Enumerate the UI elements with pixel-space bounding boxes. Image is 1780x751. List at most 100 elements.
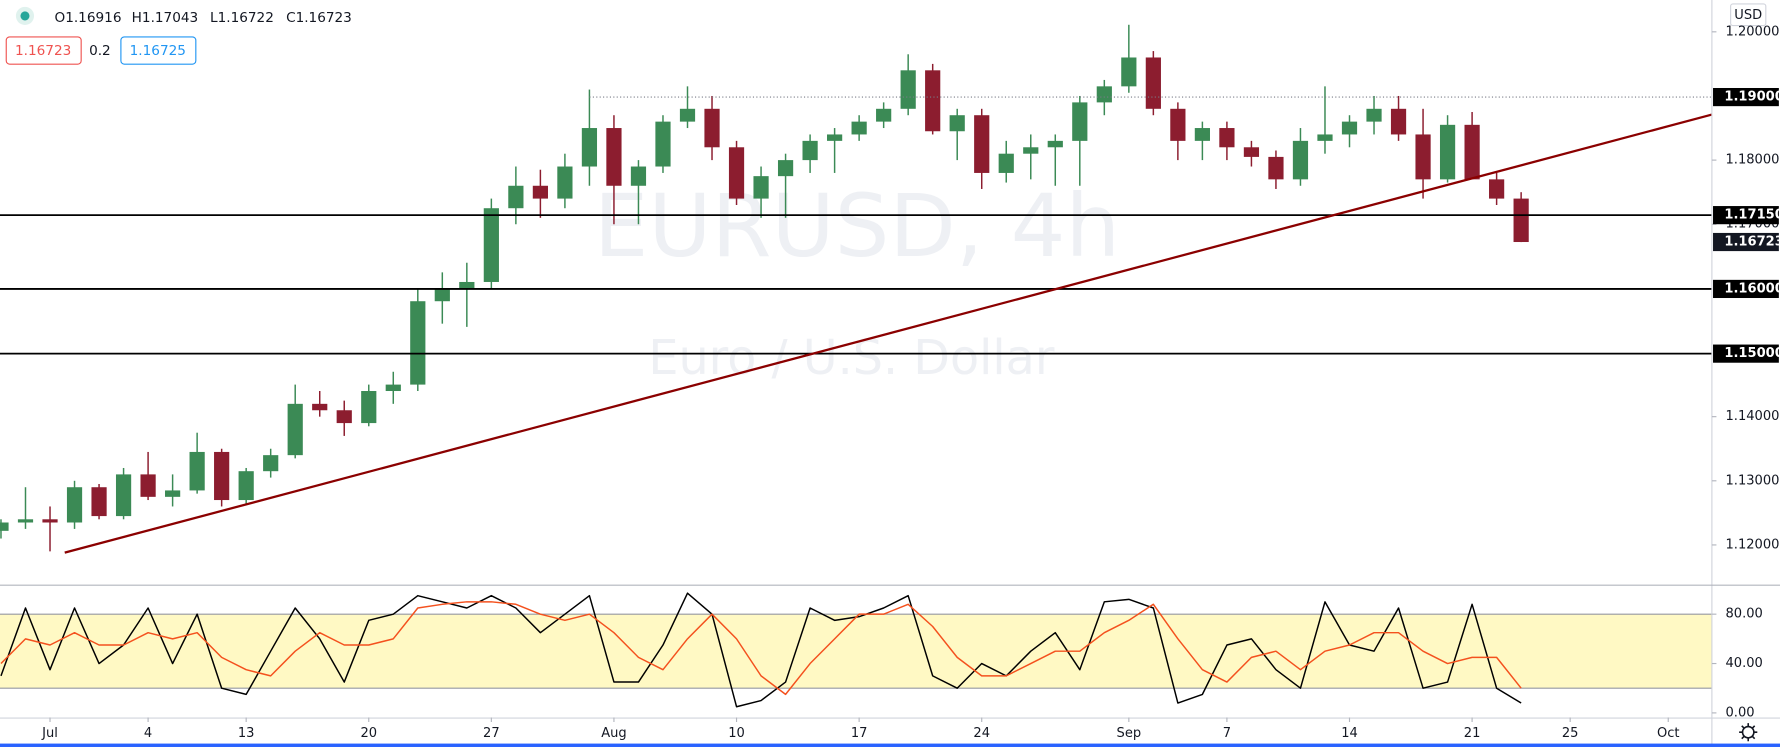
x-tick-label: 17 (851, 726, 868, 741)
settings-icon[interactable] (1739, 723, 1758, 742)
candle-body (361, 391, 377, 424)
trendline (64, 113, 1713, 554)
candle-body (17, 519, 34, 523)
x-tick-label: Sep (1117, 726, 1142, 741)
candle-body (1219, 128, 1235, 148)
watermark-title: EURUSD, 4h (594, 177, 1120, 277)
y-tick-label: 0.00 (1726, 705, 1755, 720)
y-tick-label: 1.12000 (1726, 537, 1780, 552)
x-tick-label: Aug (601, 726, 626, 741)
candle-body (91, 487, 107, 517)
ohlc-open: O1.16916 (54, 10, 121, 26)
candle-body (606, 128, 622, 186)
candle-body (802, 140, 818, 161)
candle-body (483, 208, 499, 282)
oscillator-line (0, 592, 1522, 708)
status-dot (20, 11, 30, 21)
candle-body (1317, 134, 1333, 141)
candle-body (385, 384, 401, 392)
candle-body (263, 455, 279, 472)
currency[interactable]: USD (1734, 8, 1762, 23)
candle-body (238, 471, 254, 501)
spread: 0.2 (89, 43, 111, 59)
candle-body (115, 474, 132, 517)
candle-body (165, 490, 181, 497)
y-tick-label: 1.18000 (1726, 153, 1780, 168)
candle-body (532, 185, 548, 199)
candle-body (140, 474, 156, 497)
currency-button[interactable] (1730, 3, 1767, 27)
candle-body (704, 108, 720, 148)
x-tick-label: 7 (1223, 726, 1231, 741)
ohlc-high: H1.17043 (132, 10, 199, 26)
candle-body (1489, 179, 1505, 199)
x-tick-label: 27 (483, 726, 500, 741)
level-label-box (1713, 279, 1779, 299)
x-tick-label: 14 (1341, 726, 1358, 741)
candle-body (900, 70, 916, 109)
candle-body (1243, 147, 1260, 157)
candle-body (1170, 108, 1186, 141)
last-price-label: 1.16723 (1724, 235, 1780, 250)
candle-body (1366, 108, 1382, 122)
last-price-box (1713, 232, 1779, 252)
y-tick-label: 1.14000 (1726, 409, 1780, 424)
candle-body (974, 115, 990, 173)
candle-body (189, 451, 205, 491)
x-tick-label: 24 (973, 726, 990, 741)
candle-body (1194, 128, 1210, 141)
candle-body (949, 115, 965, 132)
candle-body (1121, 57, 1137, 87)
watermark-subtitle: Euro / U.S. Dollar (648, 331, 1054, 386)
sell-price[interactable]: 1.16723 (15, 43, 71, 59)
level-label-box (1713, 344, 1779, 363)
candle-body (1023, 147, 1039, 154)
candle-body (1439, 124, 1456, 180)
candle-body (998, 153, 1014, 173)
candle-body (508, 185, 524, 209)
gear-teeth[interactable] (1739, 723, 1758, 742)
candle-body (655, 121, 671, 167)
candle-body (777, 160, 794, 177)
watermark: EURUSD, 4h Euro / U.S. Dollar (594, 177, 1120, 386)
candle-body (1390, 108, 1407, 135)
x-tick-label: 21 (1464, 726, 1481, 741)
buy-button[interactable] (120, 36, 197, 65)
sell-button[interactable] (5, 36, 82, 65)
candle-body (557, 166, 573, 199)
buy-price[interactable]: 1.16725 (130, 43, 186, 59)
level-label: 1.15000 (1724, 346, 1780, 361)
price-pane (0, 24, 1713, 554)
candle-body (827, 134, 843, 141)
candle-body (287, 403, 303, 456)
candle-body (581, 128, 598, 167)
candle-body (1047, 140, 1063, 148)
x-tick-label: 10 (728, 726, 745, 741)
candle-body (1145, 57, 1161, 109)
y-tick-label: 80.00 (1726, 607, 1763, 622)
level-label: 1.17150 (1724, 208, 1780, 223)
candle-body (1268, 156, 1284, 180)
candle-body (214, 451, 230, 501)
candle-body (434, 288, 450, 302)
oscillator-line (0, 601, 1522, 696)
header: O1.16916 H1.17043 L1.16722 C1.16723 1.16… (5, 3, 1767, 742)
level-label: 1.19000 (1724, 90, 1780, 105)
x-tick-label: 25 (1562, 726, 1579, 741)
candle-body (1292, 140, 1309, 180)
candle-body (410, 301, 426, 385)
candle-body (925, 70, 941, 132)
bottom-bar (0, 743, 1780, 747)
y-tick-label: 40.00 (1726, 656, 1763, 671)
candle-body (679, 108, 696, 122)
candle-body (753, 176, 769, 199)
oscillator-pane (0, 592, 1712, 708)
candle-body (1072, 102, 1088, 141)
candle-body (336, 410, 352, 424)
ohlc-low: L1.16722 (210, 10, 274, 26)
y-tick-label: 1.20000 (1726, 24, 1780, 39)
candle-body (312, 403, 328, 411)
x-tick-label: 13 (238, 726, 255, 741)
x-tick-label: 4 (144, 726, 152, 741)
candle-body (1341, 121, 1358, 135)
